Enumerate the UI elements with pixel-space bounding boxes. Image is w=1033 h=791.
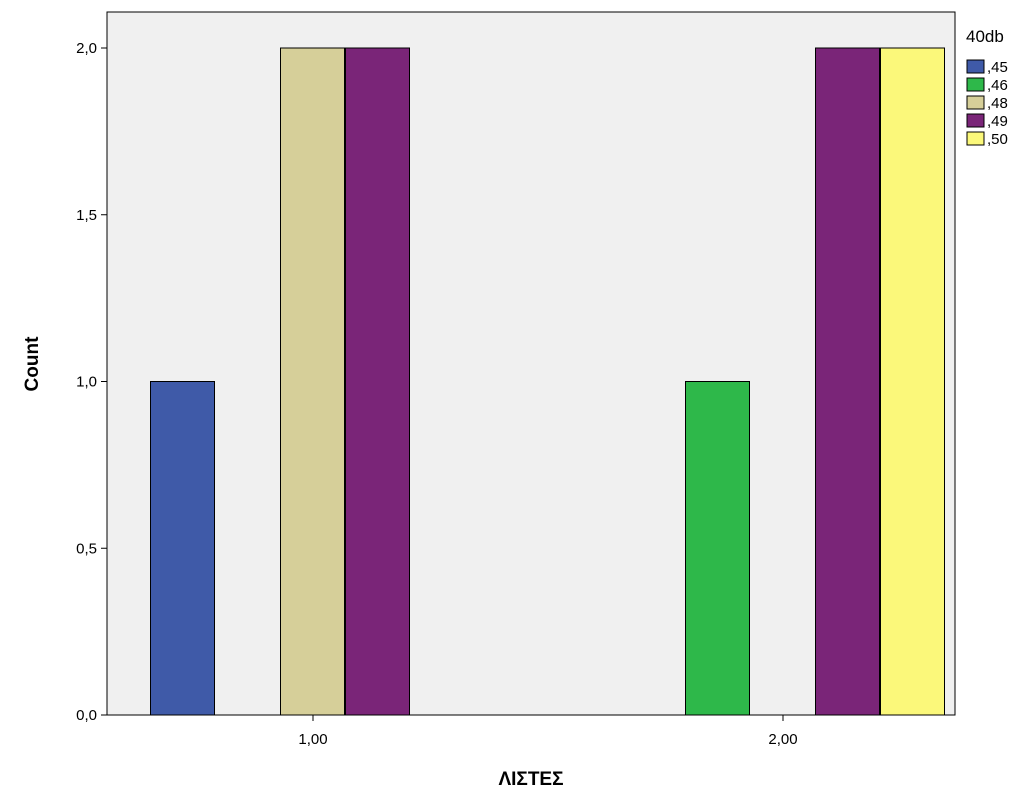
y-tick-label: 2,0 — [76, 40, 97, 57]
x-tick-label: 2,00 — [768, 731, 797, 748]
bar-49-cat-1 — [345, 47, 410, 716]
y-axis-title: Count — [22, 336, 43, 392]
legend-title: 40db — [966, 27, 1004, 46]
legend-swatch — [966, 113, 985, 128]
legend: 40db ,45,46,48,49,50 — [966, 27, 1008, 148]
legend-label: ,49 — [987, 113, 1008, 130]
x-axis-title: ΛΙΣΤΕΣ — [498, 769, 563, 790]
legend-swatch — [966, 131, 985, 146]
legend-label: ,50 — [987, 131, 1008, 148]
bar-45-cat-1 — [150, 381, 215, 716]
bar-48-cat-1 — [280, 47, 345, 716]
y-tick-label: 0,5 — [76, 540, 97, 557]
plot-area — [106, 11, 956, 716]
legend-label: ,48 — [987, 95, 1008, 112]
y-tick-label: 1,5 — [76, 207, 97, 224]
legend-swatch — [966, 95, 985, 110]
bar-46-cat-2 — [685, 381, 750, 716]
legend-swatch — [966, 59, 985, 74]
x-axis: 1,00 2,00 — [107, 714, 955, 748]
y-axis: 0,0 0,5 1,0 1,5 2,0 — [76, 12, 108, 724]
legend-swatch — [966, 77, 985, 92]
bars-group — [150, 47, 945, 716]
x-tick-label: 1,00 — [298, 731, 327, 748]
y-tick-label: 0,0 — [76, 707, 97, 724]
legend-label: ,45 — [987, 59, 1008, 76]
bar-50-cat-2 — [880, 47, 945, 716]
y-tick-label: 1,0 — [76, 374, 97, 391]
legend-label: ,46 — [987, 77, 1008, 94]
bar-49-cat-2 — [815, 47, 880, 716]
